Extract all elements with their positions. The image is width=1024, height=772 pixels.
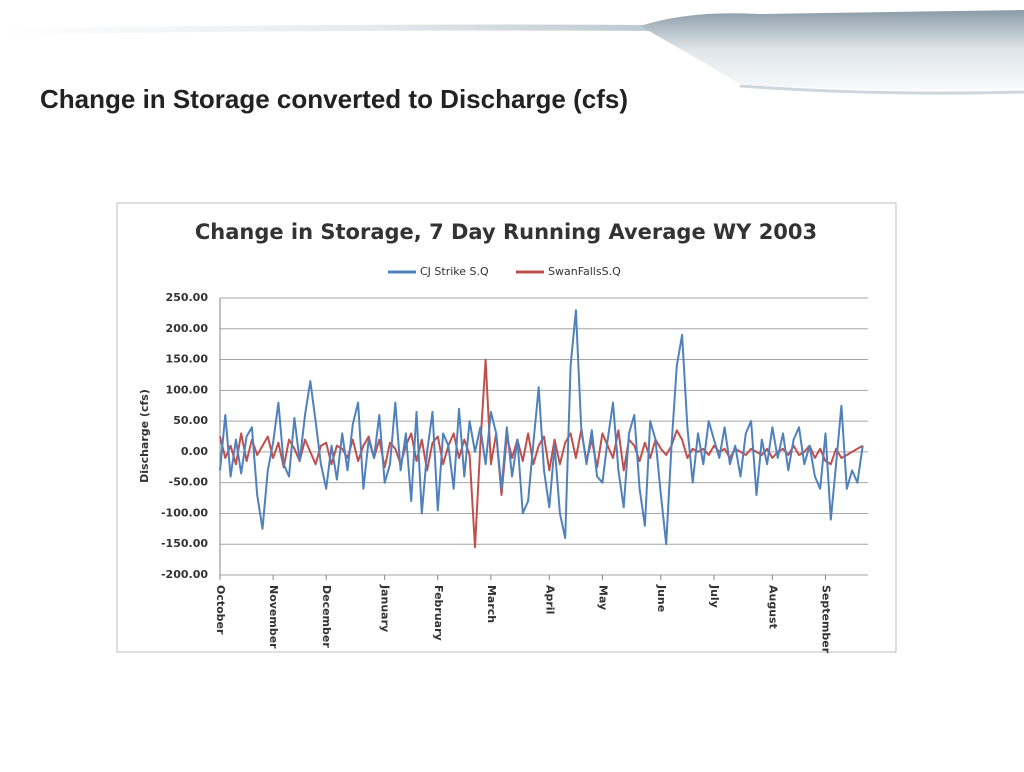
x-tick-label: March	[485, 585, 498, 623]
x-tick-label: October	[214, 585, 227, 635]
y-tick-label: 50.00	[173, 414, 208, 427]
y-tick-label: 150.00	[166, 353, 209, 366]
y-tick-label: -150.00	[161, 537, 208, 550]
series-line	[219, 309, 864, 546]
y-tick-label: -100.00	[161, 506, 208, 519]
y-tick-label: -200.00	[161, 568, 208, 581]
y-tick-label: -50.00	[169, 476, 209, 489]
legend-label: CJ Strike S.Q	[420, 265, 489, 278]
x-tick-label: June	[655, 584, 668, 612]
x-tick-label: August	[766, 585, 779, 629]
x-tick-label: February	[432, 585, 445, 641]
y-tick-label: 100.00	[166, 383, 209, 396]
y-tick-label: 200.00	[166, 322, 209, 335]
y-tick-label: 0.00	[181, 445, 208, 458]
x-tick-label: September	[820, 585, 833, 654]
legend-label: SwanFallsS.Q	[548, 265, 621, 278]
x-tick-label: November	[267, 585, 280, 649]
y-tick-label: 250.00	[166, 291, 209, 304]
x-tick-label: January	[379, 584, 392, 632]
chart-title: Change in Storage, 7 Day Running Average…	[195, 220, 817, 244]
y-axis-label: Discharge (cfs)	[138, 389, 151, 483]
header-decoration	[0, 0, 1024, 95]
x-tick-label: December	[320, 585, 333, 648]
x-tick-label: July	[708, 584, 721, 608]
slide-title: Change in Storage converted to Discharge…	[40, 84, 628, 114]
x-tick-label: April	[543, 585, 556, 614]
x-tick-label: May	[596, 585, 609, 610]
plot: -200.00 -150.00 -100.00 -50.00 0.00 50.00 100.…	[161, 265, 868, 654]
